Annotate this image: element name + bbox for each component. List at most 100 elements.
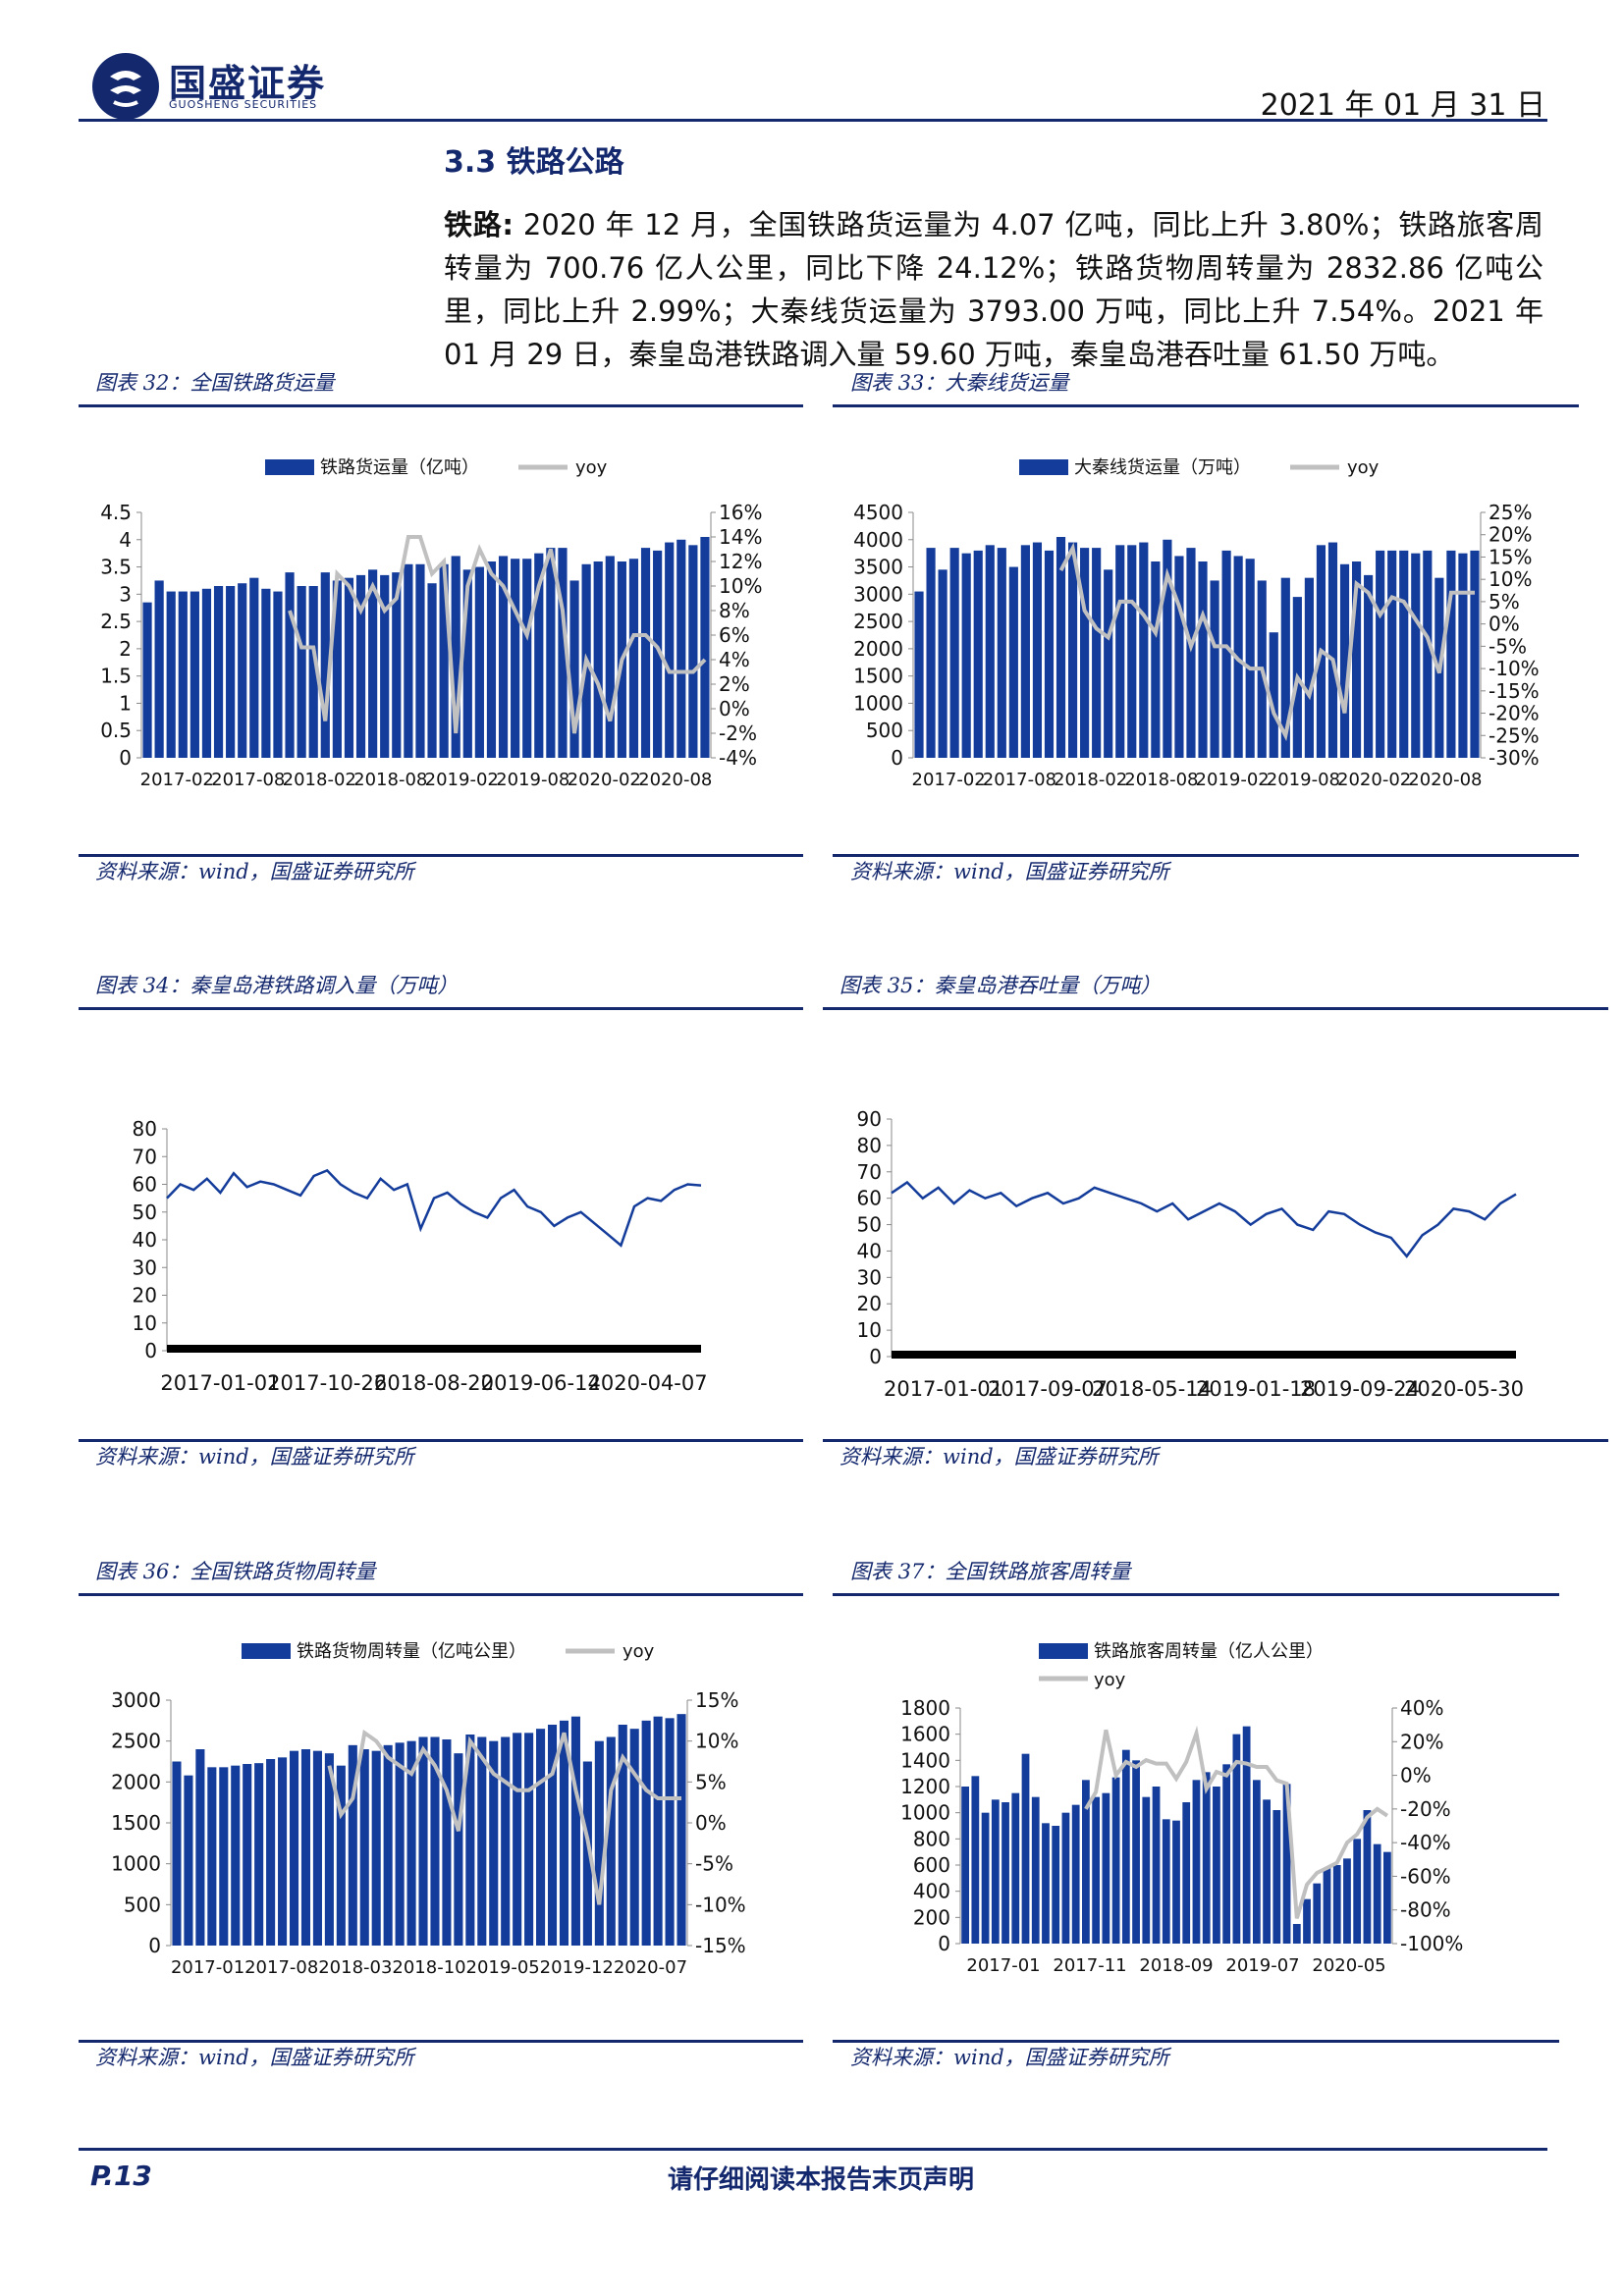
y2-tick-label: -30% <box>1489 746 1540 770</box>
x-tick-label: 2018-03 <box>318 1957 392 1978</box>
y-tick-label: 60 <box>857 1187 882 1210</box>
chart-bar <box>142 602 152 758</box>
chart-bar <box>1269 632 1278 758</box>
legend-yoy-label: yoy <box>1094 1670 1126 1690</box>
chart-bar <box>524 1733 534 1946</box>
chart-bar <box>1092 1796 1101 1944</box>
chart-bar <box>605 556 615 758</box>
y-tick-label: 2000 <box>111 1770 161 1793</box>
y-tick-label: 500 <box>866 719 903 742</box>
chart-bar <box>1132 1760 1140 1944</box>
chart-bar <box>1252 1780 1261 1944</box>
y2-tick-label: -10% <box>1489 657 1540 680</box>
chart-bar <box>1387 550 1397 758</box>
chart-bar <box>285 572 295 758</box>
chart-bar <box>653 1716 663 1946</box>
figure-37-title: 图表 37：全国铁路旅客周转量 <box>850 1560 1131 1583</box>
y2-tick-label: 20% <box>1400 1730 1443 1753</box>
chart-bar <box>1382 1851 1391 1944</box>
y2-tick-label: -20% <box>1400 1797 1451 1821</box>
x-tick-label: 2017-08 <box>211 770 285 790</box>
x-tick-label: 2019-06-14 <box>481 1371 601 1395</box>
chart-bar <box>534 553 544 758</box>
chart-bar <box>1174 556 1184 758</box>
chart-bar <box>1061 1812 1070 1944</box>
y2-tick-label: -80% <box>1400 1898 1451 1922</box>
y-tick-label: 40 <box>857 1239 882 1262</box>
figure-34-rule <box>79 1007 803 1010</box>
y-tick-label: 80 <box>133 1117 157 1141</box>
y2-tick-label: -10% <box>695 1893 746 1916</box>
chart-bar <box>1202 1772 1211 1944</box>
chart-bar <box>618 1725 627 1946</box>
x-tick-label: 2019-08 <box>1267 770 1340 790</box>
figure-33-source: 资料来源：wind，国盛证券研究所 <box>850 860 1169 883</box>
x-tick-label: 2018-08-20 <box>374 1371 494 1395</box>
chart-bar <box>1232 1734 1241 1944</box>
chart-bar <box>593 561 603 758</box>
chart-bar <box>1031 1796 1040 1944</box>
y-tick-label: 1500 <box>111 1811 161 1835</box>
chart-bar <box>641 1720 651 1946</box>
chart-bar <box>404 563 413 758</box>
y2-tick-label: -20% <box>1489 702 1540 725</box>
chart-bar <box>688 545 698 758</box>
x-tick-label: 2020-02 <box>568 770 641 790</box>
chart-bar <box>1343 1858 1351 1944</box>
chart-bar <box>489 1740 499 1946</box>
chart-bar <box>415 563 425 758</box>
chart-bar <box>380 574 390 758</box>
yoy-line <box>1058 542 1475 742</box>
y-tick-label: 20 <box>133 1284 157 1308</box>
chart-bar <box>981 1812 990 1944</box>
chart-bar <box>1373 1843 1381 1944</box>
chart-bar <box>451 556 460 758</box>
report-date: 2021 年 01 月 31 日 <box>1260 88 1545 123</box>
y2-tick-label: 0% <box>1400 1764 1432 1788</box>
chart-bar <box>1210 580 1219 758</box>
chart-bar <box>344 577 354 758</box>
chart-bar <box>1001 1802 1009 1944</box>
chart-bar <box>985 545 995 758</box>
chart-bar <box>1011 1792 1020 1944</box>
chart-bar <box>184 1775 193 1946</box>
chart-bar <box>926 548 936 758</box>
section-title: 3.3 铁路公路 <box>444 145 624 180</box>
y-tick-label: 80 <box>857 1134 882 1157</box>
y-tick-label: 1 <box>119 691 132 715</box>
chart-bar <box>278 1757 288 1946</box>
chart-bar <box>1008 566 1018 758</box>
x-tick-label: 2020-05-30 <box>1404 1377 1524 1401</box>
figure-35-source: 资料来源：wind，国盛证券研究所 <box>839 1445 1159 1468</box>
chart-bar <box>1042 1823 1050 1944</box>
y-tick-label: 60 <box>133 1173 157 1197</box>
y2-tick-label: 2% <box>719 672 750 696</box>
chart-bar <box>201 588 212 758</box>
chart-bar <box>973 550 983 758</box>
chart-bar <box>1102 1792 1110 1944</box>
y2-tick-label: 40% <box>1400 1696 1443 1720</box>
chart-bar <box>1282 1784 1291 1944</box>
y-tick-label: 3000 <box>111 1688 161 1712</box>
brand-name: 国盛证券 <box>169 62 327 105</box>
chart-bar <box>1351 561 1362 758</box>
y-tick-label: 2 <box>119 637 132 661</box>
chart-bar <box>430 1736 440 1946</box>
chart-bar <box>1071 1804 1080 1944</box>
page-number: P.13 <box>90 2160 152 2192</box>
y2-tick-label: 15% <box>1489 545 1532 568</box>
chart-bar <box>1313 1883 1322 1944</box>
x-tick-label: 2018-08 <box>1124 770 1198 790</box>
chart-bar <box>320 572 330 758</box>
legend-bar-swatch <box>265 459 314 475</box>
y-tick-label: 600 <box>913 1853 950 1877</box>
y-tick-label: 2.5 <box>100 610 132 633</box>
figure-37-source: 资料来源：wind，国盛证券研究所 <box>850 2046 1169 2069</box>
y-tick-label: 90 <box>857 1109 882 1131</box>
x-tick-label: 2018-08 <box>353 770 427 790</box>
y2-tick-label: 10% <box>1489 567 1532 591</box>
chart-bar <box>1458 553 1468 758</box>
chart-daqin-line-volume: 0 500 1000 1500 2000 2500 3000 3500 4000 4500 -30%… <box>853 457 1540 790</box>
y-tick-label: 50 <box>857 1213 882 1237</box>
legend-bar-label: 铁路货物周转量（亿吨公里） <box>297 1641 526 1662</box>
